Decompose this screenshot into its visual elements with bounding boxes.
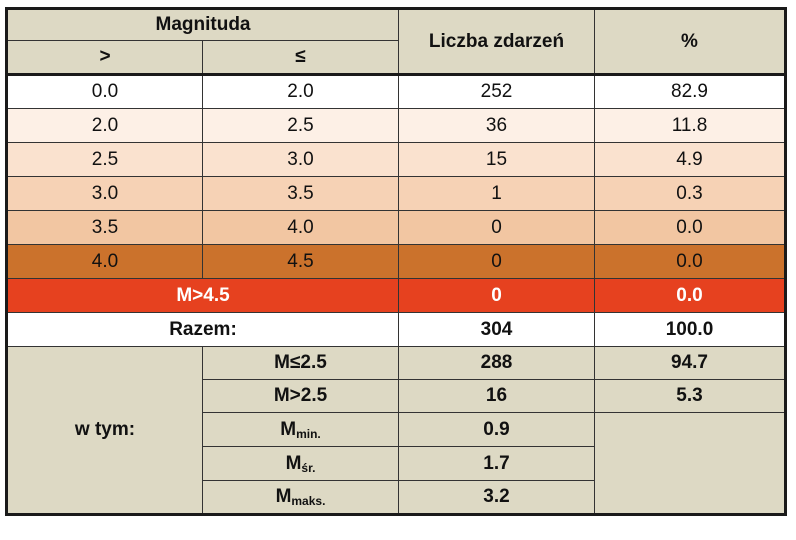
range-to: 2.0 — [202, 74, 399, 109]
event-count: 15 — [398, 142, 595, 177]
total-count: 304 — [398, 312, 595, 347]
max-symbol: M — [275, 486, 292, 507]
range-from: 3.5 — [6, 210, 203, 245]
avg-value: 1.7 — [398, 446, 595, 481]
event-percent: 4.9 — [594, 142, 786, 177]
table-row: 3.0 3.5 1 0.3 — [6, 176, 786, 211]
min-subscript: min. — [296, 426, 321, 441]
over-count: 0 — [398, 278, 595, 313]
gt-header: > — [6, 40, 203, 76]
event-count: 0 — [398, 244, 595, 279]
breakdown-label: w tym: — [6, 346, 203, 515]
avg-label: Mśr. — [202, 446, 399, 481]
total-percent: 100.0 — [594, 312, 786, 347]
le25-percent: 94.7 — [594, 346, 786, 380]
breakdown-row: Mśr. 1.7 — [7, 446, 786, 481]
range-to: 4.5 — [202, 244, 399, 279]
event-percent: 0.3 — [594, 176, 786, 211]
le-header: ≤ — [202, 40, 399, 76]
event-percent: 0.0 — [594, 244, 786, 279]
event-percent: 11.8 — [594, 108, 786, 143]
gt25-percent: 5.3 — [594, 379, 786, 413]
event-count: 252 — [398, 74, 595, 109]
over-percent: 0.0 — [594, 278, 786, 313]
breakdown-row: w tym: M≤2.5 288 94.7 — [6, 346, 786, 515]
gt25-label: M>2.5 — [202, 379, 399, 413]
magnitude-table: Magnituda Liczba zdarzeń % > ≤ 0.0 2.0 2… — [5, 7, 787, 516]
range-from: 0.0 — [6, 74, 203, 109]
table-row: 4.0 4.5 0 0.0 — [6, 244, 786, 279]
header-row-1: Magnituda Liczba zdarzeń % — [6, 8, 786, 76]
event-percent: 82.9 — [594, 74, 786, 109]
total-row: Razem: 304 100.0 — [6, 312, 786, 347]
max-label: Mmaks. — [202, 480, 399, 515]
le25-label: M≤2.5 — [202, 346, 399, 380]
gt25-count: 16 — [398, 379, 595, 413]
header-row-2: > ≤ — [6, 40, 786, 76]
range-from: 2.0 — [6, 108, 203, 143]
empty-cell — [594, 412, 786, 515]
min-symbol: M — [280, 418, 297, 440]
table-row: 2.0 2.5 36 11.8 — [6, 108, 786, 143]
event-count: 0 — [398, 210, 595, 245]
table-row: 0.0 2.0 252 82.9 — [6, 74, 786, 109]
breakdown-row: Mmaks. 3.2 — [7, 480, 786, 515]
max-subscript: maks. — [291, 494, 326, 508]
range-from: 4.0 — [6, 244, 203, 279]
min-value: 0.9 — [398, 412, 595, 447]
event-count: 36 — [398, 108, 595, 143]
over-label: M>4.5 — [6, 278, 399, 313]
magnitude-header: Magnituda — [6, 8, 399, 41]
range-from: 3.0 — [6, 176, 203, 211]
breakdown-row: Mmin. 0.9 — [7, 412, 786, 515]
percent-header: % — [594, 8, 786, 76]
over-row: M>4.5 0 0.0 — [6, 278, 786, 313]
event-percent: 0.0 — [594, 210, 786, 245]
range-to: 4.0 — [202, 210, 399, 245]
range-to: 3.0 — [202, 142, 399, 177]
range-from: 2.5 — [6, 142, 203, 177]
total-label: Razem: — [6, 312, 399, 347]
table-row: 2.5 3.0 15 4.9 — [6, 142, 786, 177]
min-label: Mmin. — [202, 412, 399, 447]
event-count: 1 — [398, 176, 595, 211]
count-header: Liczba zdarzeń — [398, 8, 595, 76]
range-to: 2.5 — [202, 108, 399, 143]
breakdown-row: M>2.5 16 5.3 — [7, 379, 786, 413]
le25-count: 288 — [398, 346, 595, 380]
avg-symbol: M — [285, 452, 302, 474]
avg-subscript: śr. — [301, 460, 316, 475]
max-value: 3.2 — [398, 480, 595, 515]
range-to: 3.5 — [202, 176, 399, 211]
table-row: 3.5 4.0 0 0.0 — [6, 210, 786, 245]
